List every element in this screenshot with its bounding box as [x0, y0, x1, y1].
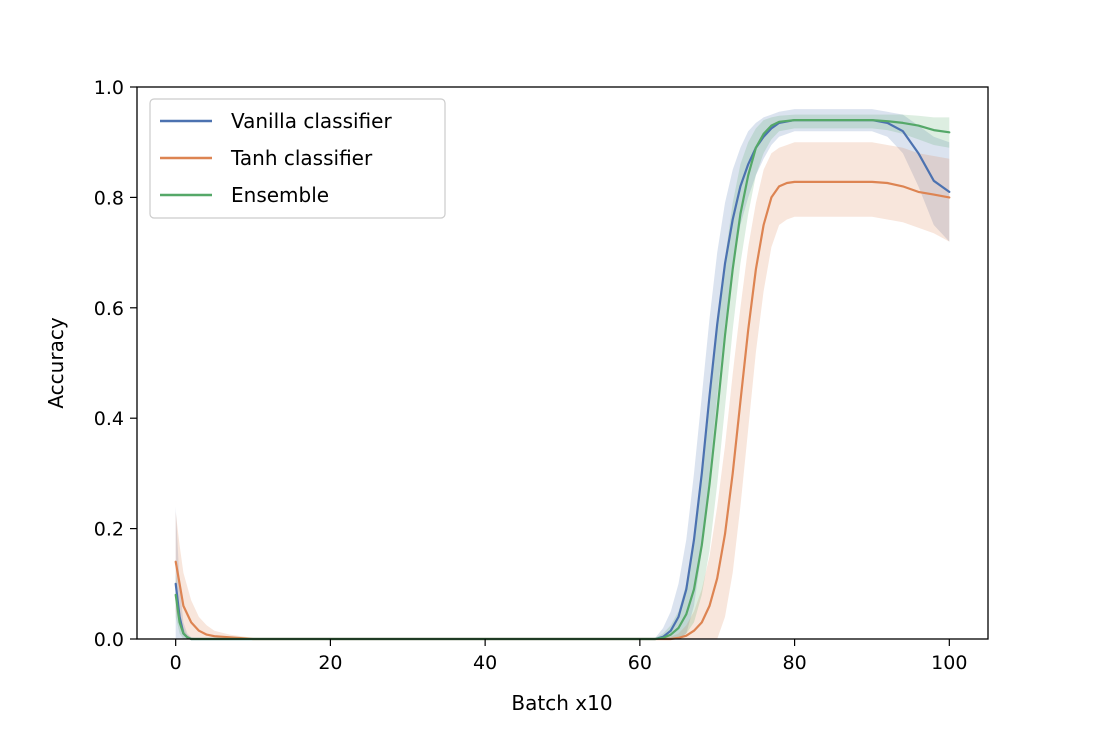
- x-tick-label: 100: [931, 652, 967, 674]
- plot-frame: [136, 86, 989, 640]
- series-line-2: [174, 180, 951, 641]
- y-tick-label: 0.6: [94, 298, 124, 320]
- legend-label-series-2: Tanh classifier: [230, 146, 373, 170]
- y-tick-label: 0.0: [94, 629, 124, 651]
- x-axis-label: Batch x10: [511, 691, 612, 715]
- legend-label-series-3: Ensemble: [231, 183, 329, 207]
- x-tick-label: 80: [782, 652, 806, 674]
- y-tick-label: 0.2: [94, 519, 124, 541]
- y-tick-label: 1.0: [94, 77, 124, 99]
- legend: Vanilla classifier Tanh classifier Ensembl…: [149, 98, 446, 219]
- y-tick-label: 0.4: [94, 408, 124, 430]
- legend-label-series-1: Vanilla classifier: [231, 109, 392, 133]
- x-tick-label: 0: [170, 652, 182, 674]
- y-tick-label: 0.8: [94, 187, 124, 209]
- y-axis-label: Accuracy: [44, 317, 68, 408]
- y-axis: 0.0 0.2 0.4 0.6 0.8 1.0: [94, 77, 137, 651]
- x-tick-label: 40: [473, 652, 497, 674]
- legend-frame: [149, 98, 446, 219]
- x-axis: 0 20 40 60 80 100: [170, 639, 967, 674]
- x-tick-label: 20: [318, 652, 342, 674]
- x-tick-label: 60: [628, 652, 652, 674]
